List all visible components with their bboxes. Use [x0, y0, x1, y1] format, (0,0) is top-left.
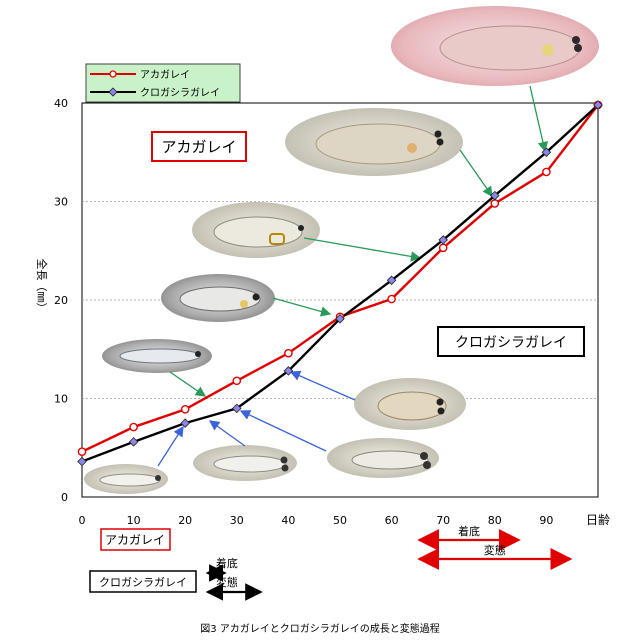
- legend-label-aka: アカガレイ: [140, 69, 190, 81]
- y-tick-label-10: 10: [54, 393, 68, 406]
- x-tick-label-10: 10: [127, 514, 141, 527]
- kuro-label: クロガシラガレイ: [455, 335, 567, 351]
- pointer-kuro-larva-small: [157, 425, 184, 467]
- fish-photo-kuro-larva-settle: [193, 445, 297, 481]
- x-axis-label: 日齢: [586, 512, 610, 527]
- point-kuro-60: [386, 275, 397, 286]
- aka-label-box: [151, 131, 247, 162]
- fish-photo-kuro-juvenile: [354, 378, 466, 430]
- pointer-aka-larva-small: [169, 371, 207, 397]
- photo-pointer-arrows: [157, 85, 549, 467]
- stage-label-1: 変態: [484, 543, 506, 557]
- point-aka-40: [284, 348, 293, 358]
- x-tick-label-0: 0: [79, 514, 86, 527]
- point-kuro-90: [541, 147, 552, 158]
- pointer-kuro-larva-settle: [208, 420, 246, 447]
- legend-label-kuro: クロガシラガレイ: [140, 87, 220, 99]
- y-tick-label-30: 30: [54, 196, 68, 209]
- point-kuro-40: [283, 366, 294, 376]
- fish-photo-aka-larva-small: [102, 339, 212, 373]
- pointer-aka-larva-mid: [272, 297, 332, 317]
- x-tick-label-30: 30: [230, 514, 244, 527]
- fish-photo-aka-juvenile-pre: [285, 108, 463, 176]
- point-kuro-80: [490, 190, 500, 201]
- fish-photo-kuro-larva-small: [84, 464, 168, 494]
- point-aka-30: [232, 376, 242, 386]
- y-tick-label-40: 40: [54, 97, 68, 110]
- stage-label-0: 着底: [458, 524, 480, 538]
- aka-stage-label-box: [100, 528, 171, 551]
- point-kuro-10: [128, 437, 139, 447]
- legend-marker-aka: [109, 70, 117, 78]
- aka-stage-label: アカガレイ: [105, 533, 165, 547]
- kuro-label-box: [437, 326, 585, 357]
- pointer-aka-larva-large: [303, 237, 422, 262]
- x-tick-label-90: 90: [539, 514, 553, 527]
- fish-photo-kuro-larva-mid: [327, 438, 439, 478]
- point-aka-20: [180, 405, 190, 414]
- x-axis-ticks: 0 10 20 30 40 50 60 70 80 90: [79, 514, 554, 527]
- legend: アカガレイ クロガシラガレイ: [85, 63, 241, 103]
- x-tick-label-60: 60: [385, 514, 399, 527]
- stage-label-2: 着底: [216, 556, 238, 570]
- y-axis-ticks: 0 10 20 30 40: [54, 97, 68, 504]
- legend-marker-kuro: [108, 87, 118, 97]
- aka-label: アカガレイ: [161, 138, 236, 156]
- kuro-stage-label-box: [89, 570, 197, 593]
- fish-photo-aka-larva-large: [192, 202, 320, 258]
- fish-photo-aka-juvenile: [391, 6, 599, 86]
- pointer-aka-juvenile-pre: [459, 149, 493, 198]
- y-tick-label-0: 0: [61, 491, 68, 504]
- point-kuro-20: [180, 418, 190, 428]
- x-tick-label-80: 80: [488, 514, 502, 527]
- x-tick-label-70: 70: [436, 514, 450, 527]
- kuro-stage-label: クロガシラガレイ: [99, 576, 187, 589]
- point-aka-60: [387, 294, 396, 304]
- point-aka-90: [542, 167, 551, 177]
- point-kuro-50: [335, 313, 345, 324]
- x-tick-label-40: 40: [281, 514, 295, 527]
- point-aka-10: [129, 422, 138, 432]
- point-aka-80: [490, 199, 500, 208]
- point-kuro-70: [438, 235, 448, 245]
- pointer-aka-juvenile: [529, 85, 549, 153]
- point-kuro-0: [77, 456, 87, 467]
- pointer-kuro-larva-mid: [239, 410, 327, 452]
- series-layer: [77, 100, 603, 467]
- pointer-kuro-juvenile: [289, 370, 356, 401]
- point-aka-70: [438, 243, 448, 253]
- y-axis-label: 全長（㎜）: [35, 259, 49, 314]
- point-kuro-30: [232, 403, 242, 414]
- y-tick-label-20: 20: [54, 294, 68, 307]
- point-aka-0: [77, 447, 87, 456]
- figure-caption: 図3 アカガレイとクロガシラガレイの成長と変態過程: [200, 622, 440, 635]
- fish-photo-aka-larva-mid: [161, 274, 275, 322]
- stage-label-3: 変態: [216, 575, 238, 589]
- point-kuro-100: [593, 100, 603, 110]
- x-tick-label-50: 50: [333, 514, 347, 527]
- x-tick-label-20: 20: [178, 514, 192, 527]
